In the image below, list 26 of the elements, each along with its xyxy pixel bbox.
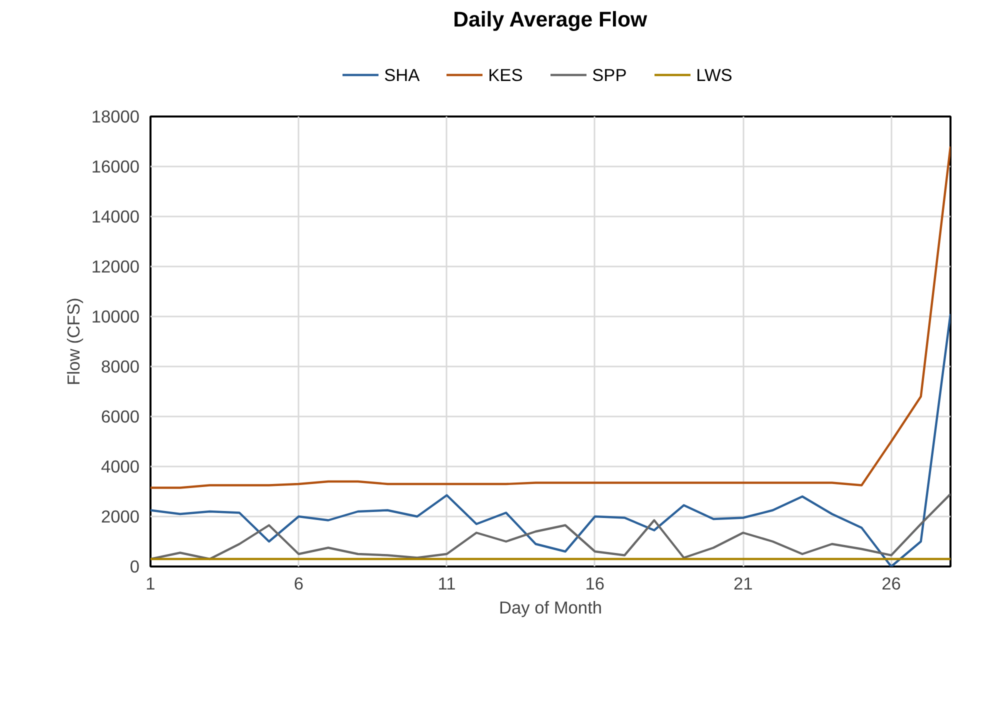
x-tick-label: 1 xyxy=(146,574,156,594)
y-tick-label: 0 xyxy=(130,556,140,576)
y-tick-label: 8000 xyxy=(100,356,140,376)
y-tick-label: 12000 xyxy=(91,256,140,276)
x-tick-label: 16 xyxy=(585,574,605,594)
y-tick-label: 16000 xyxy=(91,156,140,176)
legend-label: KES xyxy=(488,65,523,85)
y-tick-label: 10000 xyxy=(91,306,140,326)
y-axis-title: Flow (CFS) xyxy=(63,298,84,386)
y-tick-label: 2000 xyxy=(100,506,140,526)
x-tick-label: 26 xyxy=(882,574,901,594)
line-series xyxy=(150,312,950,566)
y-tick-label: 14000 xyxy=(91,206,140,226)
line-series xyxy=(150,492,950,560)
x-tick-label: 6 xyxy=(294,574,304,594)
legend-label: SPP xyxy=(592,65,627,85)
legend-label: LWS xyxy=(696,65,732,85)
x-tick-label: 11 xyxy=(438,574,456,594)
y-tick-label: 18000 xyxy=(91,106,140,126)
x-axis-title: Day of Month xyxy=(498,598,602,618)
legend-label: SHA xyxy=(384,65,420,85)
line-series xyxy=(150,145,950,489)
y-tick-label: 4000 xyxy=(100,456,140,476)
chart-title: Daily Average Flow xyxy=(453,8,648,32)
x-tick-label: 21 xyxy=(733,574,753,594)
y-tick-label: 6000 xyxy=(100,406,140,426)
